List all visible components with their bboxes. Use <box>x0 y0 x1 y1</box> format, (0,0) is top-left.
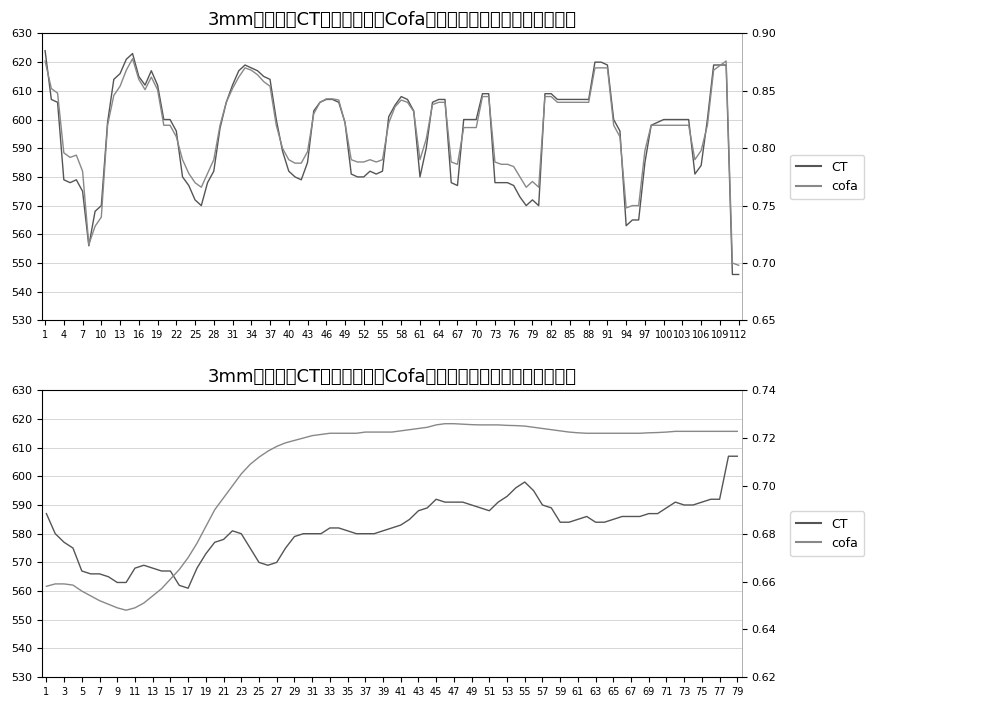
Legend: CT, cofa: CT, cofa <box>790 511 864 556</box>
Title: 3mm集装箱板CT温度与自适应Cofa修正系数对应关系（本发明前）: 3mm集装箱板CT温度与自适应Cofa修正系数对应关系（本发明前） <box>207 11 576 29</box>
Legend: CT, cofa: CT, cofa <box>790 154 864 199</box>
Title: 3mm集装箱板CT温度与自适应Cofa修正系数对应关系（本发明后）: 3mm集装箱板CT温度与自适应Cofa修正系数对应关系（本发明后） <box>207 368 576 386</box>
